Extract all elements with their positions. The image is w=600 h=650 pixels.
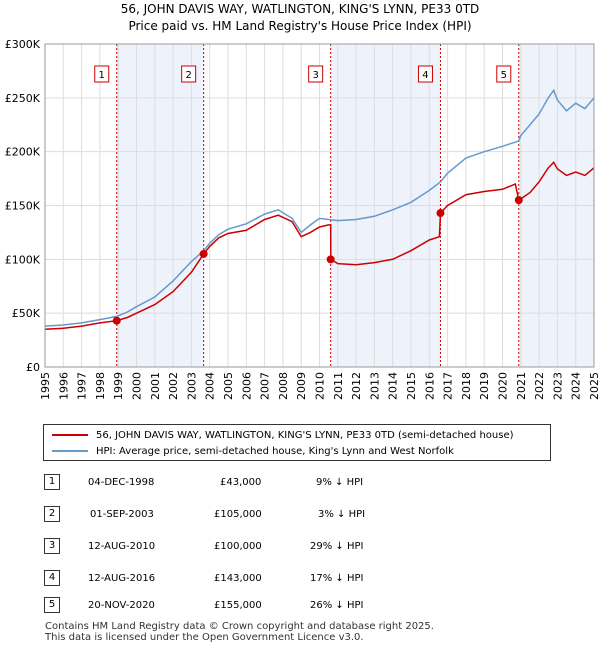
row-index: 5 (44, 597, 60, 613)
table-row: 4 12-AUG-2016 £143,000 17% ↓ HPI (44, 570, 444, 590)
row-date: 04-DEC-1998 (88, 477, 155, 488)
x-tick-label: 2003 (185, 372, 198, 400)
footer-copyright: Contains HM Land Registry data © Crown c… (45, 621, 434, 632)
x-tick-label: 2014 (387, 372, 400, 400)
x-tick-label: 2013 (368, 372, 381, 400)
x-tick-label: 2017 (442, 372, 455, 400)
sale-label: 2 (185, 70, 191, 81)
sale-label-box (308, 65, 324, 83)
sale-point (514, 196, 523, 205)
sale-point (199, 249, 208, 258)
row-hpi-diff: 9% ↓ HPI (316, 477, 364, 488)
sale-label: 5 (501, 70, 507, 81)
x-tick-label: 2016 (423, 372, 436, 400)
y-tick-label: £50K (12, 307, 41, 320)
sale-label: 4 (422, 70, 428, 81)
x-tick-label: 2010 (314, 372, 327, 400)
x-tick-label: 2018 (460, 372, 473, 400)
sale-label-box (181, 65, 197, 83)
x-tick-label: 2006 (240, 372, 253, 400)
x-tick-label: 2012 (350, 372, 363, 400)
x-tick-label: 2005 (222, 372, 235, 400)
row-index: 1 (44, 474, 60, 490)
x-tick-label: 1997 (76, 372, 89, 400)
y-tick-label: £200K (5, 146, 41, 159)
sale-label-box (496, 65, 512, 83)
x-tick-label: 2025 (588, 372, 600, 400)
x-tick-label: 2007 (259, 372, 272, 400)
x-tick-label: 2004 (204, 372, 217, 400)
sale-point (112, 316, 121, 325)
table-row: 1 04-DEC-1998 £43,000 9% ↓ HPI (44, 474, 444, 494)
x-tick-label: 2011 (332, 372, 345, 400)
hpi-line (44, 88, 595, 327)
legend-swatch-property (52, 434, 88, 436)
chart-subtitle: Price paid vs. HM Land Registry's House … (128, 19, 472, 33)
x-tick-label: 2008 (277, 372, 290, 400)
row-index: 4 (44, 570, 60, 586)
x-tick-label: 2019 (478, 372, 491, 400)
row-hpi-diff: 3% ↓ HPI (318, 509, 366, 520)
row-price: £155,000 (214, 600, 262, 611)
x-tick-label: 1995 (39, 372, 52, 400)
x-tick-label: 1999 (112, 372, 125, 400)
x-tick-label: 1996 (57, 372, 70, 400)
row-hpi-diff: 29% ↓ HPI (310, 541, 364, 552)
sale-label: 3 (312, 70, 318, 81)
row-date: 01-SEP-2003 (90, 509, 154, 520)
x-tick-label: 2020 (497, 372, 510, 400)
legend-label-property: 56, JOHN DAVIS WAY, WATLINGTON, KING'S L… (96, 429, 514, 441)
row-date: 12-AUG-2010 (88, 541, 156, 552)
legend-item-property: 56, JOHN DAVIS WAY, WATLINGTON, KING'S L… (52, 427, 514, 443)
chart-title: 56, JOHN DAVIS WAY, WATLINGTON, KING'S L… (120, 2, 480, 16)
row-price: £143,000 (214, 573, 262, 584)
legend: 56, JOHN DAVIS WAY, WATLINGTON, KING'S L… (43, 424, 551, 461)
sale-point (326, 255, 335, 264)
row-date: 12-AUG-2016 (88, 573, 156, 584)
legend-swatch-hpi (52, 450, 88, 452)
x-tick-label: 1998 (94, 372, 107, 400)
sale-label-box (94, 65, 110, 83)
x-tick-label: 2022 (533, 372, 546, 400)
row-index: 2 (44, 506, 60, 522)
x-tick-label: 2021 (515, 372, 528, 400)
x-tick-label: 2009 (295, 372, 308, 400)
sale-label-box (417, 65, 433, 83)
y-tick-label: £150K (5, 200, 41, 213)
table-row: 3 12-AUG-2010 £100,000 29% ↓ HPI (44, 538, 444, 558)
row-hpi-diff: 26% ↓ HPI (310, 600, 364, 611)
x-tick-label: 2015 (405, 372, 418, 400)
price-chart: £0 £50K £100K £150K £200K £250K £300K 1995 1996 1… (5, 38, 600, 400)
table-row: 2 01-SEP-2003 £105,000 3% ↓ HPI (44, 506, 444, 526)
legend-label-hpi: HPI: Average price, semi-detached house,… (96, 445, 454, 457)
footer-license: This data is licensed under the Open Gov… (45, 632, 364, 643)
x-tick-label: 2000 (131, 372, 144, 400)
sale-label: 1 (99, 70, 105, 81)
row-price: £100,000 (214, 541, 262, 552)
x-tick-label: 2024 (570, 372, 583, 400)
legend-item-hpi: HPI: Average price, semi-detached house,… (52, 443, 454, 459)
table-row: 5 20-NOV-2020 £155,000 26% ↓ HPI (44, 597, 444, 617)
sale-point (436, 209, 445, 218)
y-tick-label: £0 (26, 361, 40, 374)
y-tick-label: £300K (5, 38, 41, 51)
row-price: £43,000 (220, 477, 262, 488)
x-tick-label: 2001 (149, 372, 162, 400)
row-index: 3 (44, 538, 60, 554)
x-tick-label: 2023 (551, 372, 564, 400)
y-tick-label: £100K (5, 253, 41, 266)
x-tick-label: 2002 (167, 372, 180, 400)
row-price: £105,000 (214, 509, 262, 520)
row-hpi-diff: 17% ↓ HPI (310, 573, 364, 584)
y-tick-label: £250K (5, 92, 41, 105)
plot-border (44, 43, 595, 368)
row-date: 20-NOV-2020 (88, 600, 155, 611)
